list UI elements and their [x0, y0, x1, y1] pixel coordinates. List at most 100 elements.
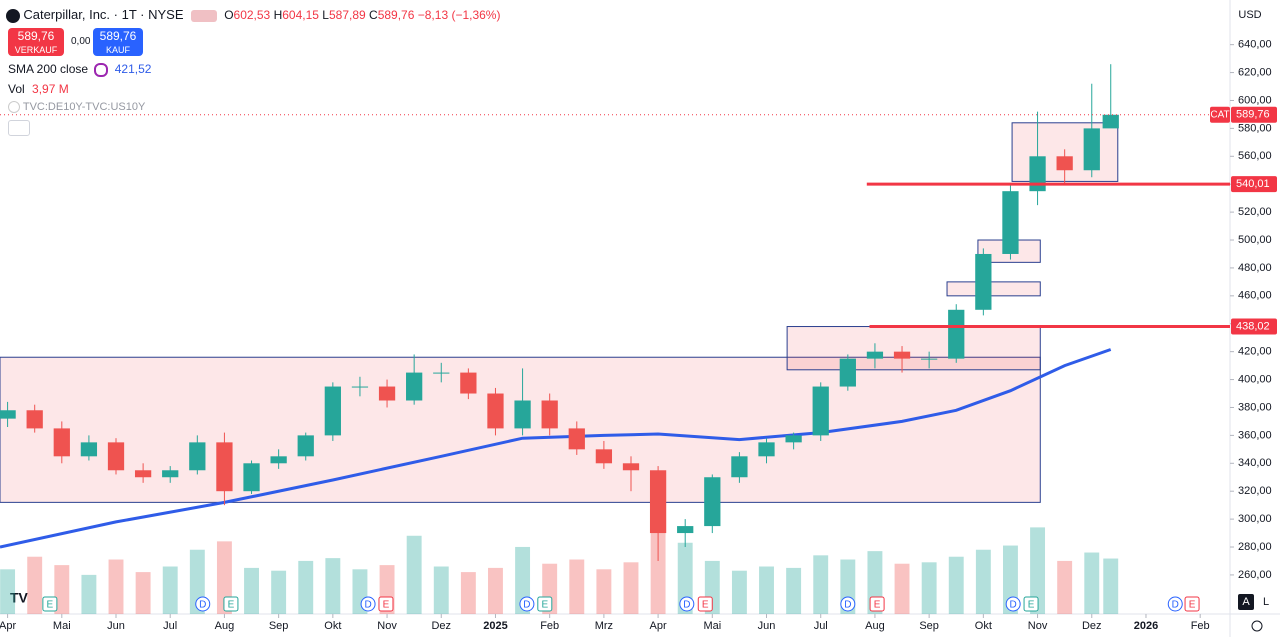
y-tick-label: 620,00: [1238, 66, 1272, 78]
logo: TV: [10, 590, 29, 606]
event-marker: [1184, 596, 1200, 612]
candle-body: [1056, 156, 1073, 171]
event-label[interactable]: E: [228, 600, 235, 611]
volume-bar: [921, 562, 937, 614]
sell-label[interactable]: VERKAUF: [14, 45, 58, 55]
candle-body: [216, 442, 233, 492]
event-marker: [840, 596, 856, 612]
event-label[interactable]: E: [874, 600, 881, 611]
event-label[interactable]: D: [199, 600, 206, 611]
candle-body: [893, 351, 911, 359]
collapse-button[interactable]: [8, 120, 30, 136]
candle-body: [649, 470, 667, 534]
event-label[interactable]: E: [541, 600, 548, 611]
volume-bar: [569, 559, 585, 614]
candle-body: [162, 470, 179, 478]
candle-body: [297, 435, 314, 457]
event-label[interactable]: E: [47, 600, 54, 611]
sell-price[interactable]: 589,76: [17, 29, 55, 43]
event-label[interactable]: D: [683, 600, 690, 611]
candle-body: [595, 449, 613, 464]
symbol[interactable]: Caterpillar, Inc. · 1T · NYSE: [23, 7, 184, 22]
volume-bar: [162, 566, 178, 614]
sma-line: [0, 348, 1112, 549]
volume-bar: [0, 569, 16, 614]
level-label: 438,02: [1236, 320, 1270, 332]
event-label[interactable]: D: [844, 600, 851, 611]
event-marker: [679, 596, 695, 612]
buy-price[interactable]: 589,76: [99, 29, 137, 43]
event-marker: [360, 596, 376, 612]
volume-bar: [244, 567, 259, 614]
l-key: L: [322, 8, 329, 22]
volume-bar: [108, 559, 124, 614]
candle-body: [460, 372, 477, 394]
auto-scale-button[interactable]: [1238, 594, 1254, 610]
last-price-symbol-tag: [1210, 106, 1230, 123]
y-tick-label: 320,00: [1238, 485, 1272, 497]
candle-body: [134, 470, 152, 478]
market-status[interactable]: [190, 9, 217, 22]
event-label[interactable]: E: [1189, 600, 1196, 611]
volume-bar: [271, 570, 287, 614]
sell-button[interactable]: 589,76 VERKAUF: [8, 28, 64, 56]
buy-button[interactable]: 589,76 KAUF: [93, 28, 143, 56]
event-label[interactable]: D: [1010, 600, 1017, 611]
volume-bar: [759, 566, 774, 614]
x-tick-label: Apr: [650, 620, 667, 632]
candle-body: [568, 428, 585, 450]
x-tick-label: Okt: [975, 620, 992, 632]
vol-label[interactable]: Vol: [8, 82, 25, 96]
volume-bar: [1084, 552, 1100, 614]
volume-bar: [731, 570, 747, 614]
candle-body: [514, 400, 531, 429]
candle-body: [324, 386, 341, 436]
event-label[interactable]: E: [1028, 600, 1035, 611]
volume-bar: [813, 555, 829, 614]
x-tick-label: Nov: [377, 620, 397, 632]
zone: [786, 326, 1041, 371]
candle-body: [26, 410, 43, 429]
zone: [946, 281, 1041, 297]
x-tick-label: Jun: [758, 620, 776, 632]
settings-icon[interactable]: [1251, 620, 1263, 632]
level-label: 540,01: [1236, 178, 1270, 190]
log-scale-label[interactable]: L: [1263, 596, 1269, 608]
event-label[interactable]: D: [364, 600, 371, 611]
x-tick-label: Dez: [431, 620, 451, 632]
event-label[interactable]: E: [702, 600, 709, 611]
event-label[interactable]: D: [523, 600, 530, 611]
c-value: 589,76: [377, 8, 415, 22]
y-tick-label: 280,00: [1238, 541, 1272, 553]
y-tick-label: 420,00: [1238, 346, 1272, 358]
x-tick-label: 2026: [1134, 620, 1158, 632]
zone: [0, 356, 1041, 503]
y-tick-label: 520,00: [1238, 206, 1272, 218]
auto-scale-label[interactable]: A: [1242, 596, 1250, 608]
candle-body: [839, 358, 856, 387]
buy-label[interactable]: KAUF: [105, 45, 130, 55]
event-marker: [223, 596, 239, 612]
volume-bar: [216, 541, 232, 614]
h-value: 604,15: [282, 8, 319, 22]
x-tick-label: Mrz: [595, 620, 613, 632]
volume-bar: [54, 565, 70, 614]
last-price-label: 589,76: [1236, 109, 1270, 121]
event-label[interactable]: D: [1172, 600, 1179, 611]
sma-label[interactable]: SMA 200 close: [8, 62, 89, 76]
event-marker: [697, 596, 713, 612]
event-label[interactable]: E: [383, 600, 390, 611]
candle-body: [541, 400, 558, 429]
volume-bar: [460, 572, 476, 614]
candle-body: [189, 442, 206, 471]
compare-symbol[interactable]: TVC:DE10Y-TVC:US10Y: [22, 101, 146, 113]
change: −8,13 (−1,36%): [417, 8, 501, 22]
volume-bar: [975, 549, 991, 614]
c-key: C: [369, 8, 378, 22]
y-tick-label: 340,00: [1238, 457, 1272, 469]
y-tick-label: 260,00: [1238, 569, 1272, 581]
currency[interactable]: USD: [1238, 9, 1261, 21]
volume-bar: [677, 542, 693, 614]
candle-body: [1029, 156, 1046, 192]
